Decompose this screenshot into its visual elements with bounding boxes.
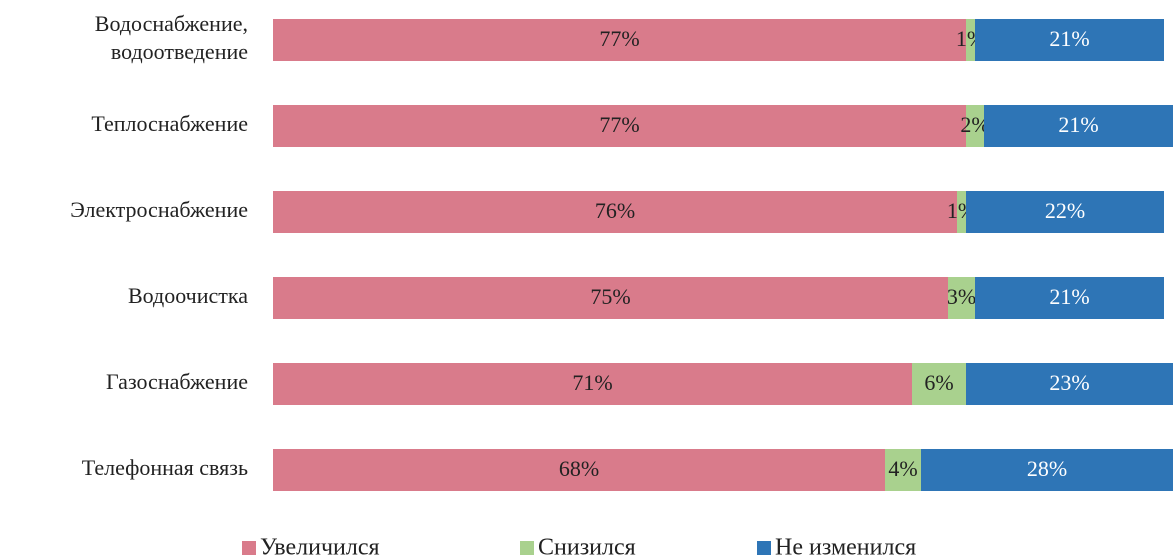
data-label: 21% <box>1049 26 1089 51</box>
data-label: 23% <box>1049 370 1089 395</box>
bar-segment <box>912 363 966 405</box>
bar-segment <box>966 105 984 147</box>
bar-segment <box>948 277 975 319</box>
data-label: 68% <box>559 456 599 481</box>
y-tick-label: Водоснабжение, водоотведение <box>95 11 248 64</box>
bar-segment <box>921 449 1173 491</box>
bar-segment <box>273 277 948 319</box>
bar-segment <box>966 363 1173 405</box>
bar-segment <box>966 19 975 61</box>
y-tick-label: Теплоснабжение <box>91 111 248 136</box>
legend-label: Снизился <box>538 535 636 560</box>
data-label: 75% <box>590 284 630 309</box>
bar-segment <box>273 363 912 405</box>
data-label: 6% <box>924 370 953 395</box>
bar-segment <box>273 105 966 147</box>
data-label: 71% <box>572 370 612 395</box>
data-label: 77% <box>599 112 639 137</box>
y-tick-label: Газоснабжение <box>106 369 248 394</box>
data-label: 28% <box>1027 456 1067 481</box>
data-label: 4% <box>888 456 917 481</box>
legend-swatch <box>242 541 256 555</box>
legend-swatch <box>757 541 771 555</box>
data-label: 76% <box>595 198 635 223</box>
bar-segment <box>966 191 1164 233</box>
bar-segment <box>273 19 966 61</box>
y-tick-label: Водоочистка <box>128 283 248 308</box>
bar-segment <box>984 105 1173 147</box>
data-label: 21% <box>1049 284 1089 309</box>
legend-label: Увеличился <box>260 535 380 560</box>
bar-segment <box>975 277 1164 319</box>
bar-segment <box>957 191 966 233</box>
bar-segment <box>885 449 921 491</box>
y-tick-label: Электроснабжение <box>70 197 248 222</box>
data-label: 77% <box>599 26 639 51</box>
data-label: 21% <box>1058 112 1098 137</box>
data-label: 22% <box>1045 198 1085 223</box>
bar-segment <box>273 191 957 233</box>
bar-segment <box>273 449 885 491</box>
y-tick-label: Телефонная связь <box>82 455 248 480</box>
data-label: 3% <box>947 284 976 309</box>
legend-swatch <box>520 541 534 555</box>
legend-label: Не изменился <box>775 535 916 560</box>
bar-segment <box>975 19 1164 61</box>
